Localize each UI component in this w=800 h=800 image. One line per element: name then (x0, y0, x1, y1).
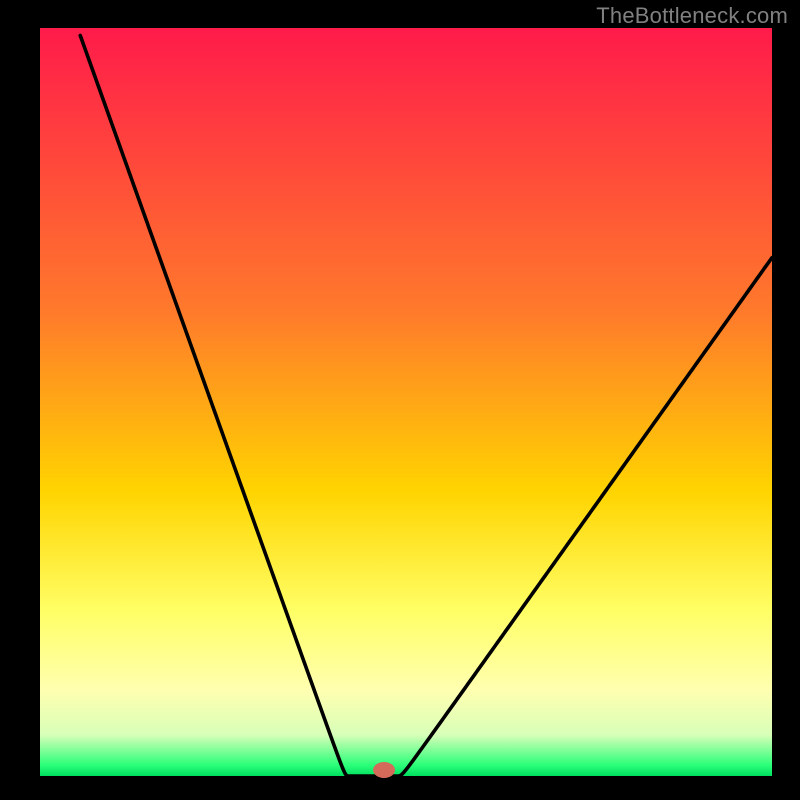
stage: TheBottleneck.com (0, 0, 800, 800)
plot-area (40, 28, 772, 776)
chart-svg (0, 0, 800, 800)
optimum-marker (373, 762, 395, 778)
watermark-text: TheBottleneck.com (596, 3, 788, 29)
